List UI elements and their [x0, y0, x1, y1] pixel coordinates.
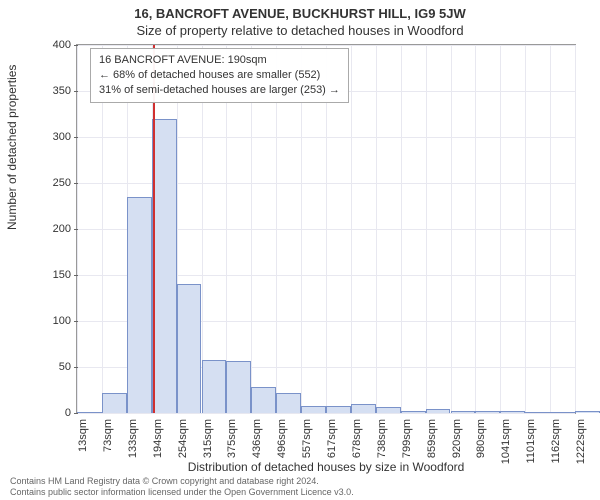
x-tick-label: 436sqm: [251, 413, 263, 458]
bar: [301, 406, 326, 413]
annotation-box: 16 BANCROFT AVENUE: 190sqm ← 68% of deta…: [90, 48, 349, 103]
x-tick-label: 1101sqm: [525, 413, 537, 463]
x-axis-label: Distribution of detached houses by size …: [76, 460, 576, 474]
x-tick-label: 678sqm: [351, 413, 363, 458]
gridline-v: [575, 45, 576, 413]
x-tick-label: 375sqm: [226, 413, 238, 458]
annotation-line-2: ← 68% of detached houses are smaller (55…: [99, 68, 340, 83]
y-tick-label: 150: [53, 269, 77, 281]
bar: [152, 119, 177, 413]
y-tick-label: 300: [53, 131, 77, 143]
x-tick-label: 799sqm: [401, 413, 413, 458]
x-tick-label: 617sqm: [326, 413, 338, 458]
chart-container: 16, BANCROFT AVENUE, BUCKHURST HILL, IG9…: [0, 0, 600, 500]
y-tick-label: 0: [65, 407, 77, 419]
y-tick-label: 350: [53, 85, 77, 97]
y-tick-label: 400: [53, 39, 77, 51]
x-tick-label: 315sqm: [202, 413, 214, 458]
x-tick-label: 73sqm: [102, 413, 114, 452]
bar: [251, 387, 276, 413]
x-tick-label: 859sqm: [426, 413, 438, 458]
x-tick-label: 254sqm: [177, 413, 189, 458]
x-tick-label: 920sqm: [451, 413, 463, 458]
bar: [226, 361, 251, 413]
x-tick-label: 133sqm: [127, 413, 139, 458]
x-tick-label: 557sqm: [301, 413, 313, 458]
bar: [202, 360, 227, 413]
bar: [326, 406, 351, 413]
chart-subtitle: Size of property relative to detached ho…: [0, 21, 600, 38]
x-tick-label: 1162sqm: [550, 413, 562, 463]
x-tick-label: 13sqm: [77, 413, 89, 452]
bar: [351, 404, 376, 413]
y-tick-label: 250: [53, 177, 77, 189]
bar: [276, 393, 301, 413]
bar: [127, 197, 152, 413]
x-tick-label: 1041sqm: [500, 413, 512, 464]
bar: [177, 284, 202, 413]
y-axis-label: Number of detached properties: [5, 65, 19, 230]
license-line-2: Contains public sector information licen…: [10, 487, 354, 498]
x-tick-label: 738sqm: [376, 413, 388, 458]
x-tick-label: 1222sqm: [575, 413, 587, 464]
x-tick-label: 194sqm: [152, 413, 164, 458]
y-tick-label: 50: [59, 361, 77, 373]
license-line-1: Contains HM Land Registry data © Crown c…: [10, 476, 354, 487]
license-text: Contains HM Land Registry data © Crown c…: [10, 476, 354, 498]
annotation-line-3: 31% of semi-detached houses are larger (…: [99, 83, 340, 98]
annotation-line-1: 16 BANCROFT AVENUE: 190sqm: [99, 53, 340, 68]
x-tick-label: 980sqm: [475, 413, 487, 458]
bar: [102, 393, 127, 413]
chart-title: 16, BANCROFT AVENUE, BUCKHURST HILL, IG9…: [0, 0, 600, 21]
x-tick-label: 496sqm: [276, 413, 288, 458]
y-tick-label: 200: [53, 223, 77, 235]
y-tick-label: 100: [53, 315, 77, 327]
